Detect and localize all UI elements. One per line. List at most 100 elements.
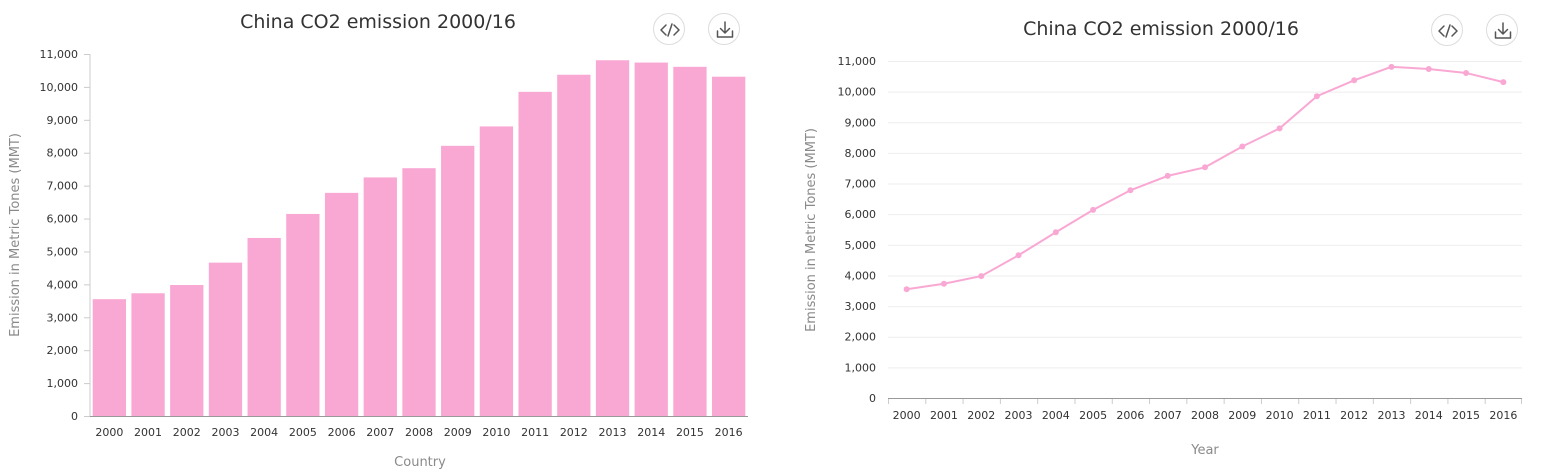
data-point[interactable] bbox=[1463, 69, 1470, 76]
x-tick-label: 2009 bbox=[444, 426, 472, 439]
y-tick-label: 10,000 bbox=[40, 81, 79, 94]
bar[interactable] bbox=[170, 285, 204, 416]
bar[interactable] bbox=[402, 168, 436, 416]
data-point[interactable] bbox=[903, 286, 910, 293]
chart-title: China CO2 emission 2000/16 bbox=[1023, 18, 1299, 40]
y-tick-label: 8,000 bbox=[845, 147, 877, 160]
x-tick-label: 2013 bbox=[599, 426, 627, 439]
x-tick-label: 2007 bbox=[1154, 409, 1182, 422]
data-point[interactable] bbox=[1425, 65, 1432, 72]
x-tick-label: 2011 bbox=[521, 426, 549, 439]
y-tick-label: 1,000 bbox=[845, 361, 877, 374]
x-tick-label: 2008 bbox=[1191, 409, 1219, 422]
y-tick-label: 3,000 bbox=[845, 300, 877, 313]
y-tick-label: 0 bbox=[869, 392, 876, 405]
x-axis-label: Year bbox=[1190, 443, 1219, 458]
x-tick-label: 2001 bbox=[930, 409, 958, 422]
data-point[interactable] bbox=[1127, 187, 1134, 194]
bar-chart-panel: China CO2 emission 2000/16 0 1,000 2,000 3,… bbox=[8, 11, 748, 470]
data-point[interactable] bbox=[1015, 252, 1022, 259]
y-tick-label: 2,000 bbox=[47, 344, 79, 357]
x-axis-label: Country bbox=[394, 455, 446, 470]
x-tick-label: 2016 bbox=[1489, 409, 1517, 422]
bar[interactable] bbox=[247, 237, 281, 416]
x-tick-label: 2007 bbox=[366, 426, 394, 439]
bar[interactable] bbox=[441, 145, 475, 417]
y-tick-label: 1,000 bbox=[47, 377, 79, 390]
x-tick-label: 2012 bbox=[560, 426, 588, 439]
y-tick-label: 9,000 bbox=[845, 116, 877, 129]
x-tick-label: 2000 bbox=[893, 409, 921, 422]
data-point[interactable] bbox=[1313, 93, 1320, 100]
y-tick-label: 7,000 bbox=[47, 180, 79, 193]
y-axis-label: Emission in Metric Tones (MMT) bbox=[8, 133, 23, 337]
y-tick-label: 7,000 bbox=[845, 178, 877, 191]
x-tick-label: 2004 bbox=[250, 426, 278, 439]
data-point[interactable] bbox=[1202, 164, 1208, 171]
x-tick-label: 2015 bbox=[676, 426, 704, 439]
x-tick-label: 2002 bbox=[967, 409, 995, 422]
embed-code-button[interactable] bbox=[653, 13, 685, 45]
bar[interactable] bbox=[518, 91, 552, 416]
download-button[interactable] bbox=[708, 13, 740, 45]
line-chart: China CO2 emission 2000/16 0 1,000 2,000 3,… bbox=[804, 18, 1522, 458]
code-icon bbox=[1438, 24, 1458, 38]
data-point[interactable] bbox=[1276, 125, 1283, 132]
bar[interactable] bbox=[286, 213, 320, 416]
download-button[interactable] bbox=[1486, 14, 1518, 46]
x-tick-label: 2003 bbox=[1005, 409, 1033, 422]
bar[interactable] bbox=[595, 60, 630, 417]
y-tick-label: 3,000 bbox=[47, 311, 79, 324]
x-tick-label: 2003 bbox=[211, 426, 239, 439]
y-tick-label: 6,000 bbox=[47, 213, 79, 226]
x-tick-label: 2009 bbox=[1228, 409, 1256, 422]
x-tick-label: 2002 bbox=[173, 426, 201, 439]
bar[interactable] bbox=[673, 66, 707, 417]
chart-title: China CO2 emission 2000/16 bbox=[240, 11, 516, 33]
y-tick-label: 4,000 bbox=[845, 269, 877, 282]
line-chart-panel: China CO2 emission 2000/16 0 1,000 2,000 3,… bbox=[790, 0, 1542, 476]
bar[interactable] bbox=[92, 299, 126, 416]
x-tick-label: 2006 bbox=[1116, 409, 1144, 422]
x-tick-label: 2006 bbox=[328, 426, 356, 439]
bar[interactable] bbox=[479, 126, 514, 417]
x-tick-label: 2013 bbox=[1377, 409, 1405, 422]
y-tick-label: 5,000 bbox=[47, 245, 79, 258]
x-tick-label: 2014 bbox=[1415, 409, 1443, 422]
x-tick-label: 2010 bbox=[1266, 409, 1294, 422]
embed-code-button[interactable] bbox=[1431, 14, 1463, 46]
y-tick-label: 4,000 bbox=[47, 278, 79, 291]
y-axis-label: Emission in Metric Tones (MMT) bbox=[804, 128, 819, 332]
data-point[interactable] bbox=[978, 273, 985, 280]
code-icon bbox=[660, 23, 680, 37]
data-point[interactable] bbox=[940, 280, 947, 287]
data-point[interactable] bbox=[1351, 77, 1358, 84]
y-tick-label: 0 bbox=[71, 410, 78, 423]
bar[interactable] bbox=[208, 262, 243, 416]
data-point[interactable] bbox=[1052, 229, 1059, 236]
x-tick-label: 2011 bbox=[1303, 409, 1331, 422]
data-point[interactable] bbox=[1388, 63, 1395, 70]
x-tick-label: 2016 bbox=[715, 426, 743, 439]
data-point[interactable] bbox=[1500, 79, 1507, 86]
data-point[interactable] bbox=[1164, 172, 1171, 179]
bar-chart: China CO2 emission 2000/16 0 1,000 2,000 3,… bbox=[8, 11, 748, 470]
bar[interactable] bbox=[131, 293, 165, 416]
y-tick-label: 6,000 bbox=[845, 208, 877, 221]
bar[interactable] bbox=[557, 74, 591, 416]
y-tick-label: 10,000 bbox=[838, 86, 877, 99]
x-tick-label: 2004 bbox=[1042, 409, 1070, 422]
bar[interactable] bbox=[363, 177, 397, 416]
x-tick-label: 2014 bbox=[637, 426, 665, 439]
y-tick-label: 11,000 bbox=[838, 55, 877, 68]
y-tick-label: 2,000 bbox=[845, 331, 877, 344]
download-icon bbox=[1494, 22, 1512, 39]
bar[interactable] bbox=[634, 62, 668, 416]
data-point[interactable] bbox=[1090, 206, 1097, 213]
x-tick-label: 2012 bbox=[1340, 409, 1368, 422]
data-point[interactable] bbox=[1239, 143, 1246, 150]
bar[interactable] bbox=[324, 192, 359, 416]
bar[interactable] bbox=[712, 76, 746, 416]
y-tick-label: 5,000 bbox=[845, 239, 877, 252]
x-tick-label: 2005 bbox=[289, 426, 317, 439]
